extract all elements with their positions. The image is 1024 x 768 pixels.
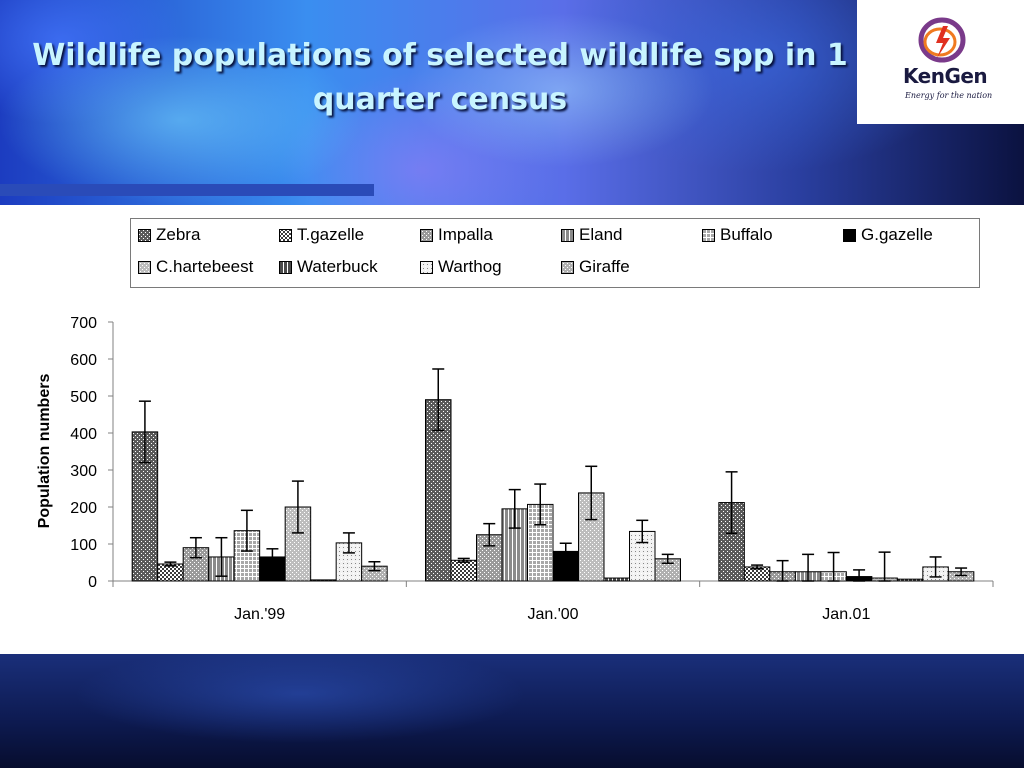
legend-swatch: [138, 228, 151, 242]
error-bar: [457, 557, 470, 563]
error-bar: [534, 483, 547, 526]
legend-swatch: [138, 260, 151, 274]
error-bar: [827, 551, 840, 582]
error-bar: [215, 536, 228, 577]
y-tick-label: 300: [70, 463, 97, 480]
legend-item-giraffe: Giraffe: [561, 257, 630, 277]
error-bar: [585, 465, 598, 521]
legend-label: T.gazelle: [297, 225, 365, 244]
error-bar: [751, 564, 764, 570]
legend-label: Warthog: [438, 257, 502, 276]
x-tick-label: Jan.01: [822, 606, 870, 623]
error-bar: [432, 368, 445, 432]
error-bar: [853, 569, 866, 582]
bar-waterbuck: [310, 579, 337, 582]
error-bar: [955, 567, 968, 577]
y-tick-label: 700: [70, 315, 97, 332]
header-background: [0, 0, 1024, 205]
legend-item-waterbuck: Waterbuck: [279, 257, 378, 277]
error-bar: [508, 488, 521, 529]
legend-item-c-hartebeest: C.hartebeest: [138, 257, 253, 277]
error-bar: [725, 471, 738, 535]
legend-label: Buffalo: [720, 225, 773, 244]
bar-t-gazelle: [450, 559, 477, 582]
error-bar: [342, 532, 355, 554]
x-tick-label: Jan.'00: [527, 606, 578, 623]
chart-legend: Zebra T.gazelle Impalla Eland Buffalo G.gazel…: [130, 218, 980, 288]
legend-swatch: [279, 260, 292, 274]
footer-background: [0, 654, 1024, 768]
error-bar: [291, 480, 304, 534]
error-bar: [559, 542, 572, 561]
legend-item-impalla: Impalla: [420, 225, 493, 245]
error-bar: [483, 522, 496, 547]
legend-item-zebra: Zebra: [138, 225, 200, 245]
error-bar: [661, 553, 674, 564]
error-bar: [776, 559, 789, 582]
legend-swatch: [843, 228, 856, 242]
legend-item-g-gazelle: G.gazelle: [843, 225, 933, 245]
accent-bar: [0, 184, 374, 196]
y-tick-label: 600: [70, 352, 97, 369]
slide-title: Wildlife populations of selected wildlif…: [32, 38, 848, 117]
y-tick-label: 0: [88, 574, 97, 591]
legend-swatch: [561, 260, 574, 274]
legend-item-buffalo: Buffalo: [702, 225, 773, 245]
error-bar: [929, 556, 942, 578]
legend-swatch: [702, 228, 715, 242]
legend-item-eland: Eland: [561, 225, 622, 245]
error-bar: [636, 519, 649, 544]
legend-label: Giraffe: [579, 257, 630, 276]
legend-label: Eland: [579, 225, 623, 244]
error-bar: [266, 548, 279, 566]
bar-waterbuck: [603, 577, 630, 582]
legend-label: C.hartebeest: [156, 257, 254, 276]
kengen-logo-mark: [918, 17, 966, 63]
logo-tagline: Energy for the nation: [905, 91, 993, 100]
legend-item-warthog: Warthog: [420, 257, 502, 277]
error-bar: [240, 509, 253, 552]
legend-label: Waterbuck: [297, 257, 378, 276]
error-bar: [878, 551, 891, 582]
legend-swatch: [420, 228, 433, 242]
legend-swatch: [561, 228, 574, 242]
x-tick-label: Jan.'99: [234, 606, 285, 623]
legend-label: Zebra: [156, 225, 201, 244]
logo-name: KenGen: [903, 64, 988, 88]
y-tick-label: 200: [70, 500, 97, 517]
y-tick-label: 400: [70, 426, 97, 443]
bar-waterbuck: [896, 578, 924, 582]
legend-label: Impalla: [438, 225, 493, 244]
error-bar: [164, 561, 177, 567]
error-bar: [138, 400, 151, 464]
kengen-logo: KenGen Energy for the nation: [857, 0, 1024, 124]
legend-swatch: [279, 228, 292, 242]
y-tick-label: 100: [70, 537, 97, 554]
legend-label: G.gazelle: [861, 225, 933, 244]
error-bar: [189, 536, 202, 559]
y-axis-label: Population numbers: [36, 374, 53, 529]
legend-swatch: [420, 260, 433, 274]
y-tick-label: 500: [70, 389, 97, 406]
error-bar: [802, 553, 815, 582]
error-bar: [368, 561, 381, 572]
legend-item-t-gazelle: T.gazelle: [279, 225, 364, 245]
